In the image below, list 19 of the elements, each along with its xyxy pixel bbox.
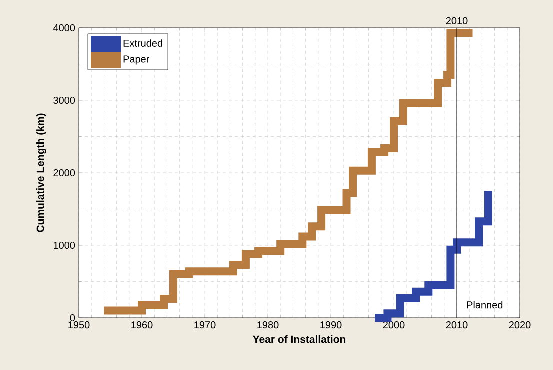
y-axis-title: Cumulative Length (km) [36,114,46,232]
ref-line-label: 2010 [446,17,468,24]
y-tick-label: 0 [70,314,76,322]
legend-label: Paper [124,56,150,65]
y-tick-label: 3000 [54,96,76,104]
y-tick-label: 4000 [53,24,76,32]
x-tick-label: 1960 [132,322,153,329]
x-tick-label: 1980 [258,322,279,329]
x-tick-label: 1990 [320,322,342,329]
x-tick-label: 1970 [194,322,216,329]
y-tick-label: 1000 [54,242,76,250]
x-tick-label: 2000 [383,322,405,329]
x-tick-label: 1950 [68,322,90,329]
y-tick-label: 2000 [54,169,76,177]
x-tick-label: 2020 [509,322,531,329]
x-axis-title: Year of Installation [252,335,346,344]
legend-label: Extruded [124,40,162,47]
annotation: Planned [467,301,503,309]
x-tick-label: 2010 [446,322,468,329]
